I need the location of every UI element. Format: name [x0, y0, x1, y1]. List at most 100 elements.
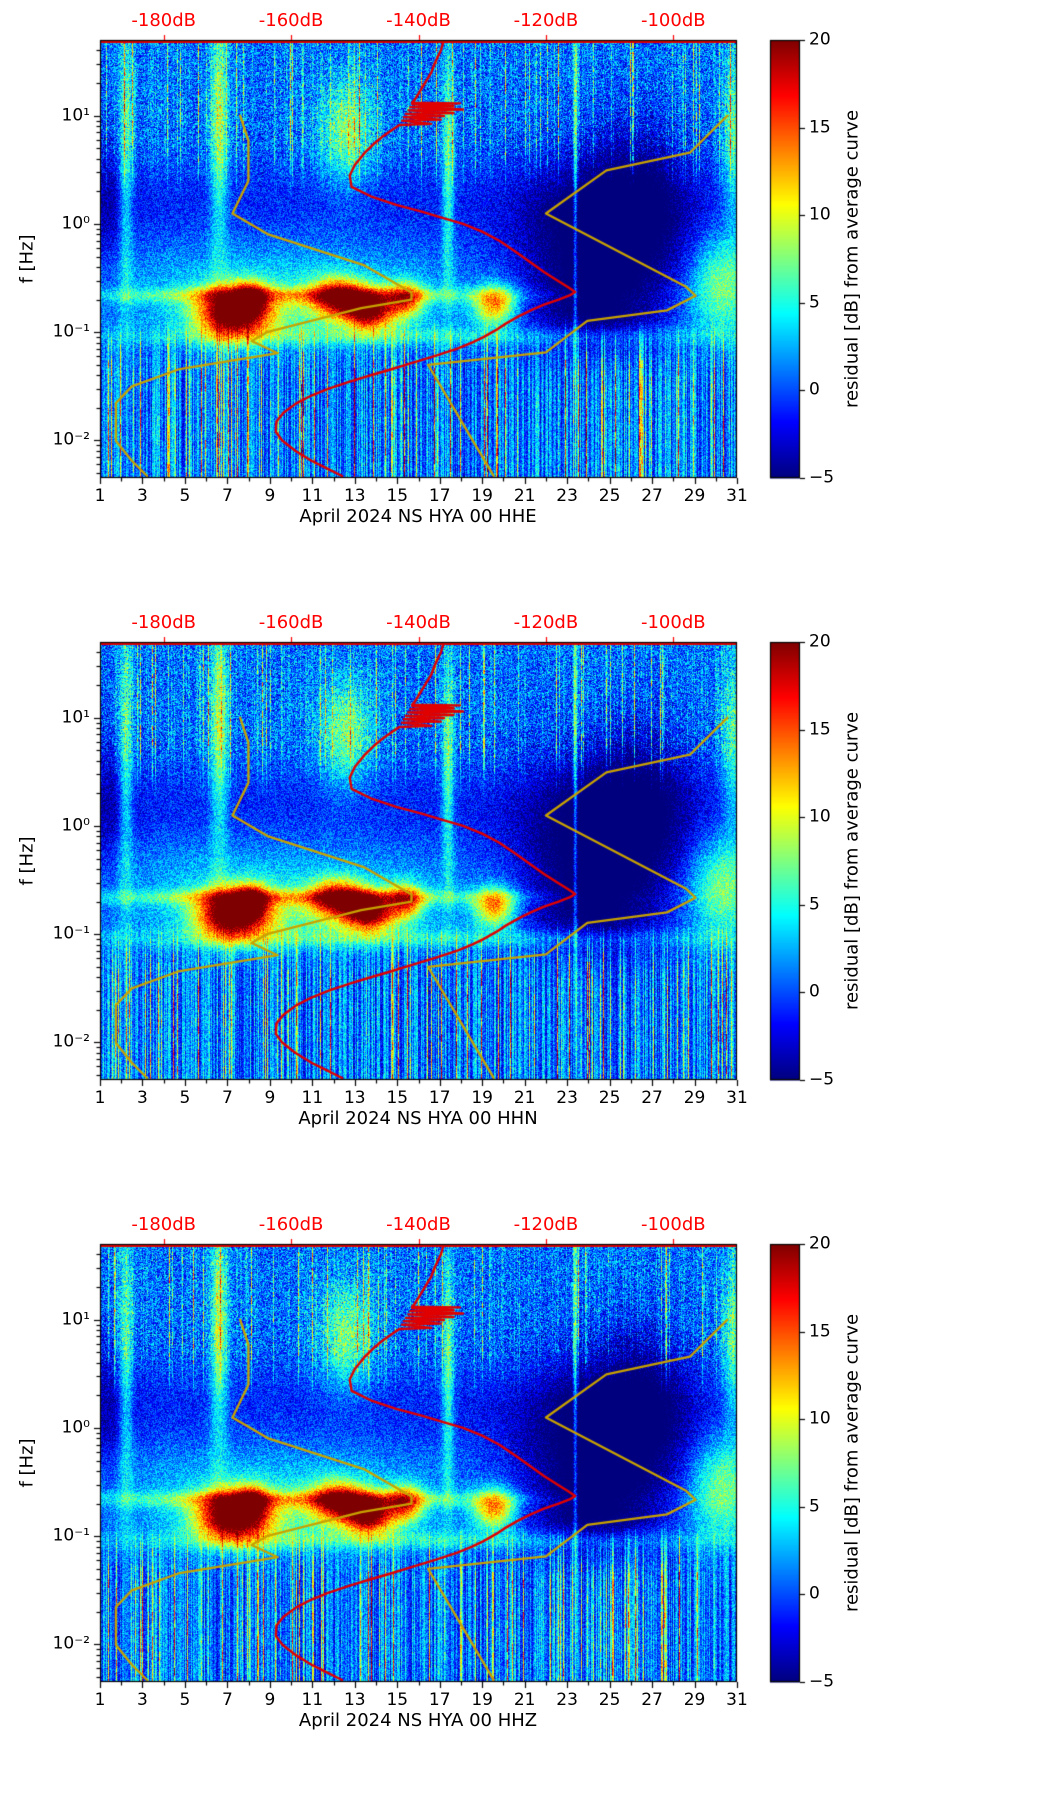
colorbar-tick-label: 15: [809, 1321, 831, 1342]
colorbar-tick-label: 20: [809, 1233, 831, 1254]
top-db-tick-label: -140dB: [386, 10, 451, 31]
panel-hhe: f [Hz] April 2024 NS HYA 00 HHE residual…: [0, 0, 1052, 602]
x-tick-label: 11: [301, 1088, 324, 1108]
top-db-tick-label: -120dB: [513, 10, 579, 31]
top-db-tick-label: -100dB: [640, 1214, 706, 1235]
x-tick-label: 15: [386, 1690, 409, 1710]
top-db-tick-label: -120dB: [513, 612, 579, 633]
x-tick-label: 13: [343, 486, 366, 506]
colorbar-tick-label: 5: [809, 292, 820, 313]
colorbar-tick-label: −5: [809, 1671, 835, 1692]
colorbar-tick-label: 10: [809, 204, 831, 225]
x-tick-label: 23: [556, 486, 578, 506]
x-tick-label: 31: [726, 486, 748, 506]
y-tick-label: 10¹: [61, 105, 90, 126]
colorbar-label: residual [dB] from average curve: [841, 1313, 863, 1613]
x-axis-title: April 2024 NS HYA 00 HHZ: [298, 1710, 538, 1731]
top-db-tick-label: -100dB: [640, 10, 706, 31]
x-tick-label: 3: [137, 1690, 148, 1710]
x-tick-label: 15: [386, 486, 409, 506]
top-db-tick-label: -140dB: [386, 1214, 451, 1235]
panel-hhz: f [Hz] April 2024 NS HYA 00 HHZ residual…: [0, 1204, 1052, 1806]
panel-hhn: f [Hz] April 2024 NS HYA 00 HHN residual…: [0, 602, 1052, 1204]
y-axis-label: f [Hz]: [16, 836, 38, 886]
colorbar-label: residual [dB] from average curve: [841, 711, 863, 1011]
y-tick-label: 10¹: [61, 707, 90, 728]
x-tick-label: 19: [471, 1690, 494, 1710]
x-tick-label: 3: [137, 486, 148, 506]
x-tick-label: 17: [428, 1088, 451, 1108]
colorbar-label: residual [dB] from average curve: [841, 109, 863, 409]
x-tick-label: 21: [513, 1690, 536, 1710]
x-axis-title: April 2024 NS HYA 00 HHE: [299, 506, 537, 527]
x-tick-label: 5: [179, 1088, 191, 1108]
top-db-tick-label: -120dB: [513, 1214, 579, 1235]
colorbar-tick-label: 20: [809, 29, 831, 50]
x-tick-label: 7: [221, 1088, 233, 1108]
x-tick-label: 1: [94, 1088, 106, 1108]
x-tick-label: 11: [301, 486, 324, 506]
x-tick-label: 9: [264, 1690, 276, 1710]
y-tick-label: 10⁻²: [52, 1031, 90, 1052]
x-tick-label: 19: [471, 486, 494, 506]
x-tick-label: 25: [598, 1690, 621, 1710]
y-tick-label: 10⁻¹: [52, 1525, 90, 1546]
x-tick-label: 25: [598, 1088, 621, 1108]
colorbar-tick-label: −5: [809, 467, 835, 488]
top-db-tick-label: -160dB: [258, 10, 324, 31]
x-tick-label: 23: [556, 1088, 578, 1108]
y-tick-label: 10¹: [61, 1309, 90, 1330]
spectrogram-hhe-canvas: [0, 0, 1052, 602]
top-db-tick-label: -160dB: [258, 612, 324, 633]
x-tick-label: 15: [386, 1088, 409, 1108]
x-tick-label: 13: [343, 1690, 366, 1710]
colorbar-tick-label: 15: [809, 117, 831, 138]
colorbar-tick-label: −5: [809, 1069, 835, 1090]
x-tick-label: 17: [428, 486, 451, 506]
y-tick-label: 10⁻²: [52, 1633, 90, 1654]
x-tick-label: 29: [683, 1690, 706, 1710]
x-tick-label: 21: [513, 1088, 536, 1108]
x-tick-label: 31: [726, 1088, 748, 1108]
x-tick-label: 13: [343, 1088, 366, 1108]
y-tick-label: 10⁰: [61, 213, 90, 234]
colorbar-tick-label: 0: [809, 981, 820, 1002]
top-db-tick-label: -160dB: [258, 1214, 324, 1235]
x-tick-label: 21: [513, 486, 536, 506]
x-tick-label: 7: [221, 1690, 233, 1710]
x-tick-label: 25: [598, 486, 621, 506]
colorbar-tick-label: 20: [809, 631, 831, 652]
x-tick-label: 1: [94, 1690, 106, 1710]
spectrogram-hhz-canvas: [0, 1204, 1052, 1806]
top-db-tick-label: -180dB: [131, 1214, 197, 1235]
colorbar-tick-label: 0: [809, 1583, 820, 1604]
colorbar-tick-label: 10: [809, 806, 831, 827]
colorbar-tick-label: 5: [809, 894, 820, 915]
x-tick-label: 1: [94, 486, 106, 506]
x-tick-label: 19: [471, 1088, 494, 1108]
x-tick-label: 9: [264, 486, 276, 506]
x-tick-label: 7: [221, 486, 233, 506]
x-tick-label: 3: [137, 1088, 148, 1108]
x-tick-label: 29: [683, 486, 706, 506]
colorbar-tick-label: 10: [809, 1408, 831, 1429]
y-axis-label: f [Hz]: [16, 234, 38, 284]
x-tick-label: 27: [641, 1088, 663, 1108]
x-tick-label: 17: [428, 1690, 451, 1710]
y-tick-label: 10⁰: [61, 1417, 90, 1438]
spectrogram-hhn-canvas: [0, 602, 1052, 1204]
x-tick-label: 27: [641, 486, 663, 506]
y-tick-label: 10⁰: [61, 815, 90, 836]
x-tick-label: 9: [264, 1088, 276, 1108]
top-db-tick-label: -100dB: [640, 612, 706, 633]
colorbar-tick-label: 0: [809, 379, 820, 400]
y-tick-label: 10⁻¹: [52, 923, 90, 944]
y-tick-label: 10⁻²: [52, 429, 90, 450]
top-db-tick-label: -180dB: [131, 612, 197, 633]
x-tick-label: 27: [641, 1690, 663, 1710]
top-db-tick-label: -180dB: [131, 10, 197, 31]
y-tick-label: 10⁻¹: [52, 321, 90, 342]
x-axis-title: April 2024 NS HYA 00 HHN: [298, 1108, 538, 1129]
top-db-tick-label: -140dB: [386, 612, 451, 633]
